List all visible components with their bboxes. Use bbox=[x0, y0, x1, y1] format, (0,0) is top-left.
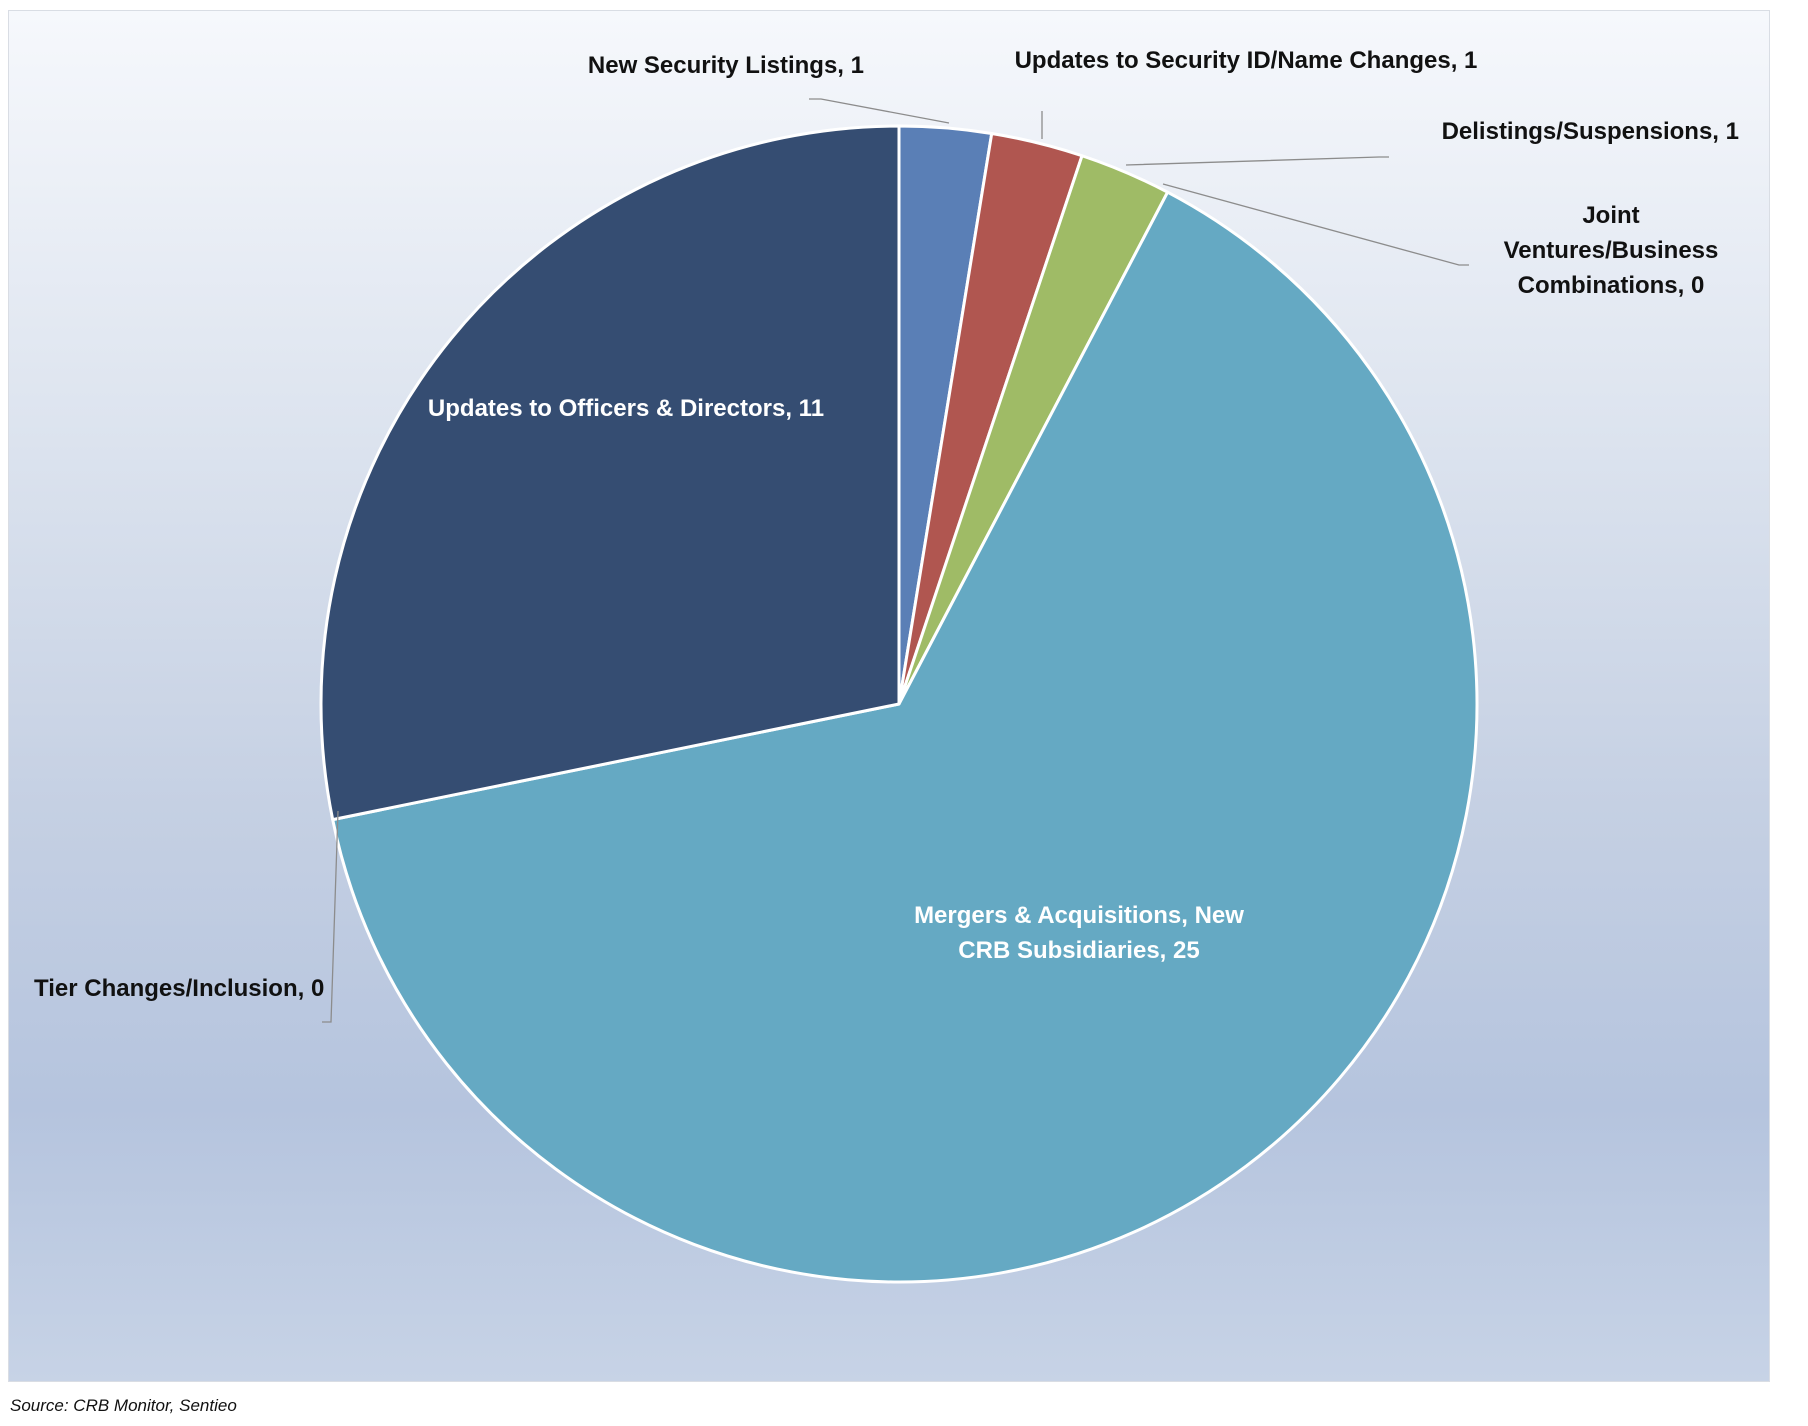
data-labels-layer: New Security Listings, 1 Updates to Secur… bbox=[34, 47, 1739, 1002]
pie-slice-mergers-and-acquisitions-new-crb-subsidiaries bbox=[331, 190, 1479, 1284]
chart-area: New Security Listings, 1 Updates to Secur… bbox=[8, 10, 1770, 1382]
leader-line-delistings-suspensions bbox=[1125, 156, 1389, 166]
source-note: Source: CRB Monitor, Sentieo bbox=[10, 1396, 237, 1415]
data-label-joint-ventures-business-combinations: Joint Ventures/Business Combinations, 0 bbox=[1504, 202, 1719, 299]
data-label-tier-changes-inclusion: Tier Changes/Inclusion, 0 bbox=[34, 975, 324, 1002]
slices-layer bbox=[319, 124, 1479, 1284]
pie-chart: New Security Listings, 1 Updates to Secur… bbox=[34, 47, 1739, 1284]
data-label-updates-to-officers-and-directors: Updates to Officers & Directors, 11 bbox=[428, 395, 824, 422]
leader-line-joint-ventures-business-combinations bbox=[1162, 183, 1469, 266]
pie-slice-updates-to-officers-and-directors bbox=[319, 124, 901, 822]
leader-line-new-security-listings bbox=[809, 98, 950, 124]
leader-line-tier-changes-inclusion bbox=[322, 810, 339, 1023]
data-label-mergers-and-acquisitions-new-crb-subsidiaries: Mergers & Acquisitions, New CRB Subsidiar… bbox=[914, 902, 1244, 964]
data-label-new-security-listings: New Security Listings, 1 bbox=[588, 52, 864, 79]
data-label-delistings-suspensions: Delistings/Suspensions, 1 bbox=[1442, 118, 1739, 145]
data-label-updates-to-security-id-name-changes: Updates to Security ID/Name Changes, 1 bbox=[1015, 47, 1478, 74]
leader-lines-layer bbox=[322, 98, 1469, 1023]
